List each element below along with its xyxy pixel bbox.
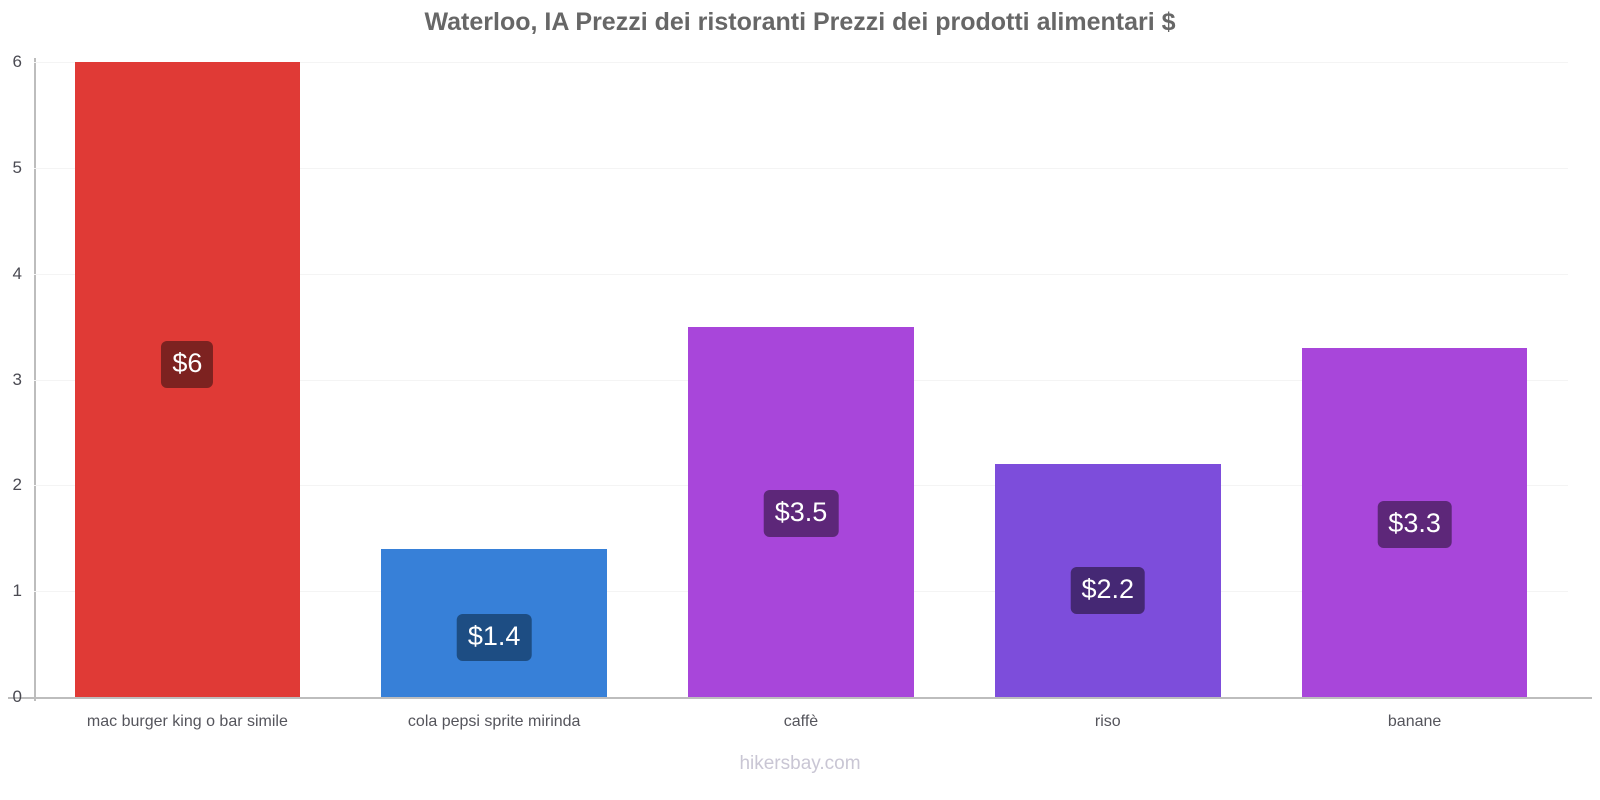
x-axis-category-label: mac burger king o bar simile [86, 713, 288, 730]
x-axis-category-label: caffè [783, 713, 819, 730]
x-axis-category-label: banane [1387, 713, 1442, 730]
x-axis-category-label: cola pepsi sprite mirinda [407, 713, 581, 730]
gridline [34, 167, 1568, 169]
y-axis-tick-label: 6 [12, 52, 22, 71]
chart-footer-attribution: hikersbay.com [739, 753, 861, 774]
y-axis-tick-label: 3 [12, 369, 22, 389]
y-axis-tick-label: 0 [12, 687, 22, 706]
bar-value-label: $6 [161, 341, 214, 389]
gridline [34, 273, 1568, 275]
chart-title: Waterloo, IA Prezzi dei ristoranti Prezz… [424, 8, 1176, 36]
bar-value-label: $2.2 [1070, 566, 1146, 614]
y-axis-tick-label: 4 [12, 263, 22, 283]
x-axis-line [8, 697, 1592, 699]
y-axis-tick-label: 5 [12, 157, 22, 177]
bar[interactable]: $6 [74, 62, 301, 697]
y-axis-tick-label: 1 [12, 581, 22, 601]
bar-value-label: $1.4 [456, 614, 532, 662]
bar-value-label: $3.5 [763, 489, 839, 537]
bar[interactable]: $2.2 [995, 464, 1221, 697]
plot-area: $6 $1.4 $3.5 $2.2 $3.3 [34, 62, 1568, 697]
bar[interactable]: $3.3 [1301, 347, 1528, 697]
bar[interactable]: $1.4 [381, 548, 607, 697]
y-axis-tick-label: 2 [12, 475, 22, 495]
x-axis-category-label: riso [1094, 713, 1121, 730]
gridline [34, 62, 1568, 63]
bar[interactable]: $3.5 [688, 326, 914, 697]
bar-value-label: $3.3 [1377, 501, 1452, 549]
